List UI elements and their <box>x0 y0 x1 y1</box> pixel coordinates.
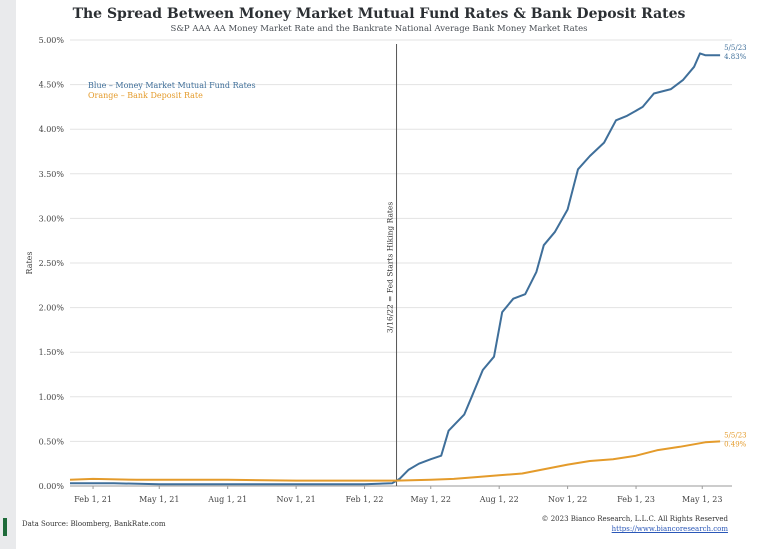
copyright-text: © 2023 Bianco Research, L.L.C. All Right… <box>541 515 729 523</box>
bookmark-marker <box>3 518 7 536</box>
y-tick-label: 0.50% <box>39 437 65 446</box>
left-margin-strip <box>0 0 16 549</box>
x-tick-label: Nov 1, 21 <box>277 495 316 504</box>
x-tick-label: May 1, 21 <box>139 495 179 504</box>
x-tick-label: May 1, 23 <box>682 495 722 504</box>
chart-subtitle: S&P AAA AA Money Market Rate and the Ban… <box>170 24 588 34</box>
money-market-fund-line <box>70 52 721 486</box>
x-tick-label: Feb 1, 23 <box>617 495 655 504</box>
website-link[interactable]: https://www.biancoresearch.com <box>611 525 728 533</box>
label-layer: 3/16/22 = Fed Starts Hiking Rates Blue – … <box>88 44 747 448</box>
x-tick-label: Feb 1, 22 <box>346 495 384 504</box>
x-tick-label: Nov 1, 22 <box>548 495 587 504</box>
y-tick-label: 4.50% <box>39 81 65 90</box>
y-tick-label: 3.50% <box>39 170 65 179</box>
y-tick-label: 1.00% <box>39 393 65 402</box>
x-tick-label: Aug 1, 22 <box>479 495 519 504</box>
axis-layer: 0.00% 0.50% 1.00% 1.50% 2.00% 2.50% 3.00% 3.50%… <box>25 36 732 504</box>
y-tick-label: 5.00% <box>39 36 65 45</box>
x-tick-label: May 1, 22 <box>411 495 451 504</box>
y-tick-label: 2.50% <box>39 259 65 268</box>
series-end-date-label: 5/5/23 <box>724 44 747 52</box>
y-tick-label: 3.00% <box>39 214 65 223</box>
fed-hike-annotation: 3/16/22 = Fed Starts Hiking Rates <box>386 202 395 333</box>
series-end-date-label: 5/5/23 <box>724 431 747 439</box>
grid-layer <box>70 39 732 487</box>
x-tick-label: Aug 1, 21 <box>207 495 247 504</box>
chart-title: The Spread Between Money Market Mutual F… <box>72 6 686 22</box>
y-tick-label: 0.00% <box>39 482 65 491</box>
copyright-block: © 2023 Bianco Research, L.L.C. All Right… <box>542 515 729 533</box>
legend-entry: Orange – Bank Deposit Rate <box>88 91 203 100</box>
series-end-value-label: 0.49% <box>724 440 747 448</box>
series-layer <box>69 52 721 486</box>
y-tick-label: 2.00% <box>39 304 65 313</box>
data-source-note: Data Source: Bloomberg, BankRate.com <box>22 520 166 528</box>
bank-deposit-line <box>69 440 721 482</box>
series-end-value-label: 4.83% <box>724 53 747 61</box>
y-tick-label: 1.50% <box>39 348 65 357</box>
y-tick-label: 4.00% <box>39 125 65 134</box>
legend-entry: Blue – Money Market Mutual Fund Rates <box>88 81 256 90</box>
x-tick-label: Feb 1, 21 <box>74 495 112 504</box>
y-axis-title: Rates <box>25 251 34 274</box>
